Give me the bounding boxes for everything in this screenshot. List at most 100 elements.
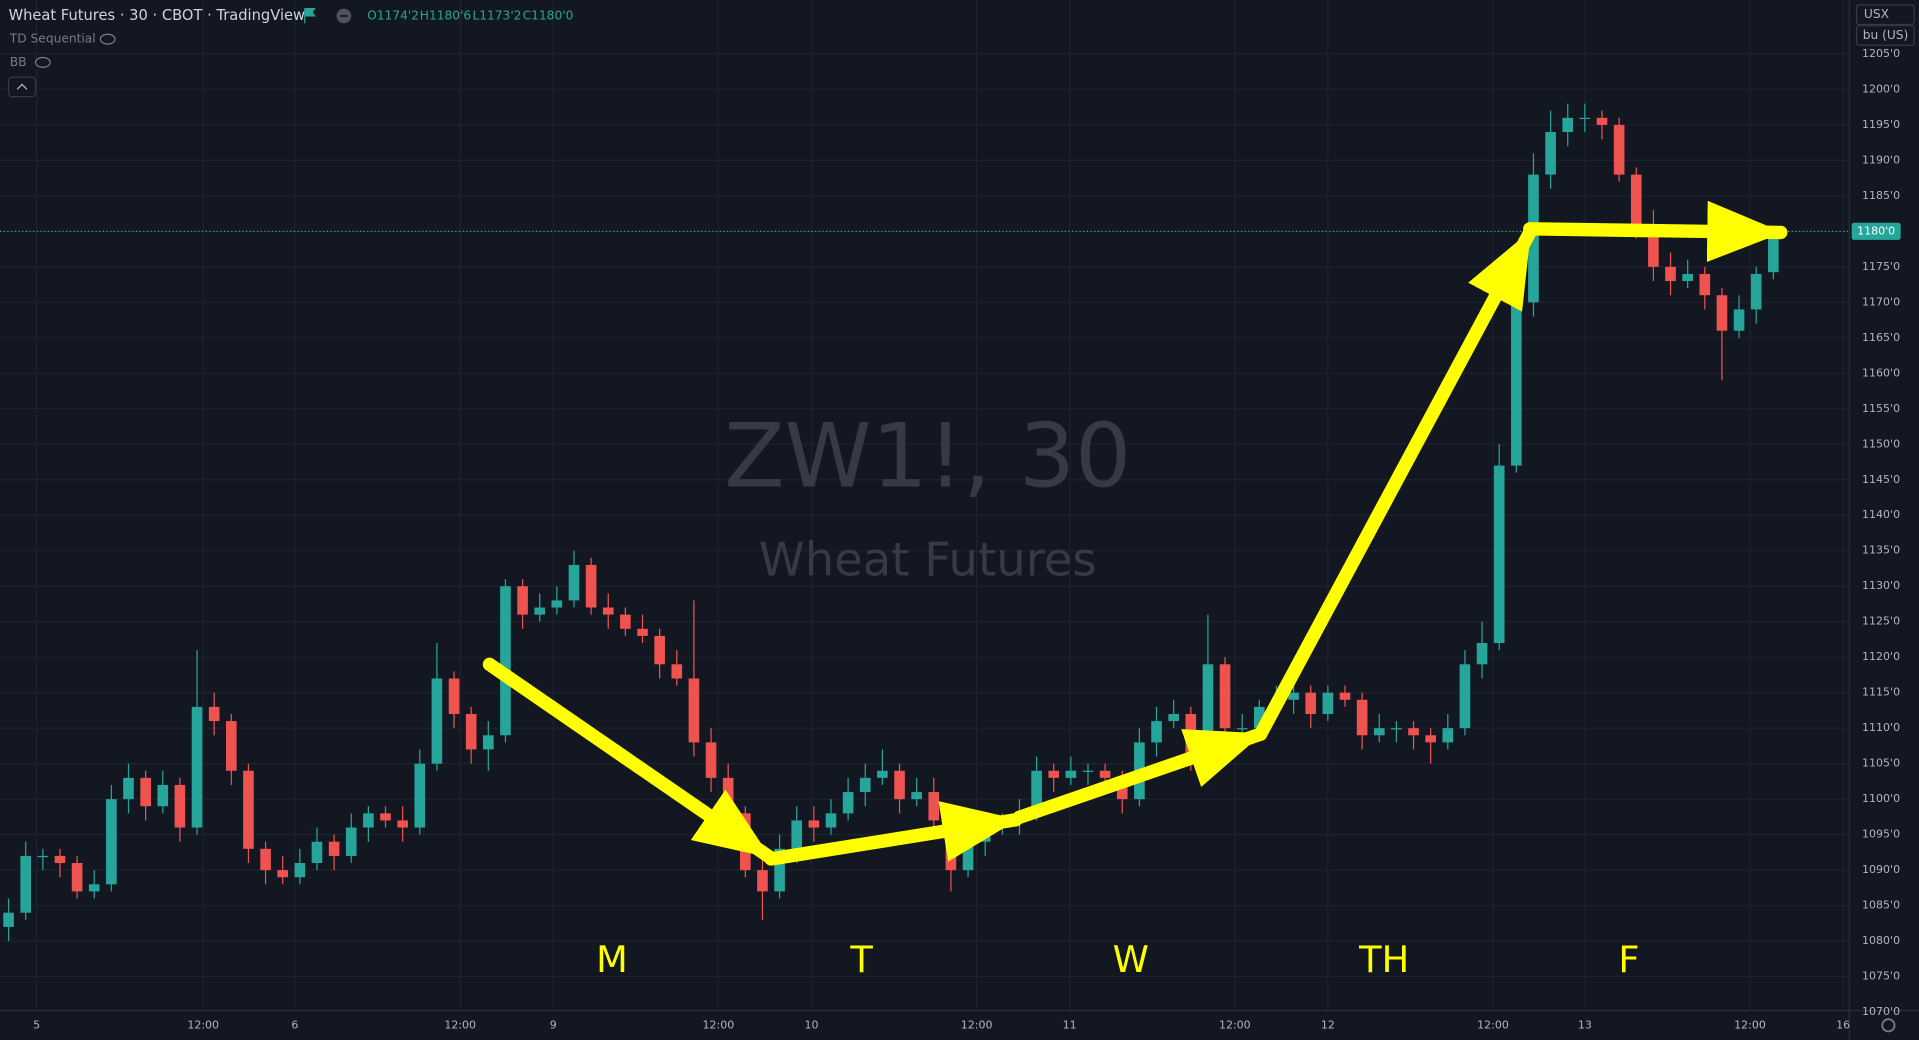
candle-body <box>328 841 340 856</box>
candle-body <box>88 884 100 892</box>
ohlc-open: O1174'2 <box>367 8 419 22</box>
candle-body <box>140 777 151 807</box>
candle-body <box>585 564 597 608</box>
candle-body <box>431 678 443 764</box>
candle-body <box>1322 692 1334 714</box>
currency-label: USX <box>1864 7 1889 21</box>
y-tick-label: 1105'0 <box>1862 757 1900 770</box>
candle-body <box>1562 117 1574 133</box>
time-axis <box>0 1010 1919 1040</box>
candle-body <box>637 628 648 636</box>
candle-body <box>1305 692 1317 714</box>
y-tick-label: 1130'0 <box>1862 579 1900 592</box>
candle-body <box>1596 117 1608 125</box>
x-tick-label: 6 <box>291 1018 298 1031</box>
y-tick-label: 1135'0 <box>1862 544 1900 557</box>
ohlc-low: L1173'2 <box>472 8 521 22</box>
settings-button[interactable] <box>1881 1018 1896 1033</box>
candle-body <box>20 855 32 913</box>
indicator[interactable]: TD Sequential <box>9 32 96 46</box>
y-tick-label: 1185'0 <box>1862 189 1900 202</box>
x-tick-label: 12:00 <box>1734 1018 1766 1031</box>
currency-button[interactable] <box>1855 4 1915 26</box>
candle-body <box>54 855 66 864</box>
day-annotation: T <box>849 938 873 981</box>
x-tick-label: 12:00 <box>1477 1018 1509 1031</box>
x-tick-label: 11 <box>1063 1018 1077 1031</box>
watermark-symbol: ZW1!, 30 <box>724 404 1131 507</box>
candle-body <box>911 792 922 800</box>
candle-body <box>894 770 905 800</box>
candle-body <box>225 721 237 771</box>
candle-body <box>71 863 83 892</box>
x-tick-label: 9 <box>550 1018 557 1031</box>
candle-body <box>380 813 391 821</box>
day-annotations: M T W TH F <box>596 938 1639 981</box>
x-tick-label: 12:00 <box>1219 1018 1251 1031</box>
y-tick-label: 1120'0 <box>1862 650 1900 663</box>
candle-body <box>1254 706 1265 729</box>
collapse-button[interactable] <box>7 76 37 98</box>
candle-body <box>1476 643 1488 665</box>
candle-body <box>1373 728 1385 736</box>
candle-body <box>157 784 169 807</box>
y-tick-label: 1110'0 <box>1862 721 1900 734</box>
candle-body <box>928 792 940 821</box>
candle-body <box>1391 728 1402 730</box>
candle-body <box>1545 132 1556 175</box>
candle-body <box>688 678 700 743</box>
candle-body <box>1082 770 1094 772</box>
candle-body <box>1682 273 1693 282</box>
x-tick-label: 10 <box>804 1018 818 1031</box>
visibility-icon[interactable] <box>34 56 51 68</box>
visibility-icon[interactable] <box>99 33 116 45</box>
candle-body <box>877 770 888 778</box>
y-tick-label: 1190'0 <box>1862 153 1900 166</box>
y-tick-label: 1200'0 <box>1862 82 1900 95</box>
candle-body <box>534 607 546 615</box>
y-tick-label: 1165'0 <box>1862 331 1900 344</box>
ohlc-close: C1180'0 <box>523 8 574 22</box>
y-tick-label: 1115'0 <box>1862 686 1900 699</box>
candle-body <box>1579 117 1591 120</box>
candle-body <box>620 614 631 629</box>
arrow <box>1012 727 1268 825</box>
candle-body <box>808 820 820 828</box>
candle-body <box>962 841 974 871</box>
indicator[interactable]: BB <box>10 55 27 69</box>
x-tick-label: 12:00 <box>703 1018 735 1031</box>
candle-body <box>1699 273 1711 296</box>
candle-body <box>448 678 460 714</box>
arrow <box>482 657 776 864</box>
candle-body <box>1459 664 1471 729</box>
candle-body <box>842 792 854 814</box>
candle-body <box>1236 728 1248 730</box>
y-tick-label: 1095'0 <box>1862 828 1900 841</box>
candle-body <box>705 742 717 778</box>
ohlc-high: H1180'6 <box>420 8 471 22</box>
candle-body <box>722 777 734 814</box>
candle-body <box>1339 692 1351 700</box>
candles <box>3 103 1779 942</box>
unit-button[interactable] <box>1855 25 1915 46</box>
candle-body <box>174 784 186 828</box>
y-tick-label: 1075'0 <box>1862 970 1900 983</box>
candle-body <box>1425 735 1436 743</box>
candle-body <box>106 799 117 885</box>
x-tick-label: 12:00 <box>444 1018 476 1031</box>
y-tick-label: 1145'0 <box>1862 473 1900 486</box>
y-tick-label: 1080'0 <box>1862 934 1900 947</box>
last-price-label: 1180'0 <box>1857 224 1895 237</box>
candle-body <box>825 813 837 828</box>
symbol-title[interactable]: Wheat Futures · 30 · CBOT · TradingView <box>9 7 306 24</box>
candle-body <box>568 564 580 601</box>
y-tick-label: 1100'0 <box>1862 792 1900 805</box>
candle-body <box>37 855 49 858</box>
day-annotation: W <box>1113 938 1149 981</box>
y-tick-label: 1195'0 <box>1862 118 1900 131</box>
flag-icon[interactable] <box>304 7 316 24</box>
y-tick-label: 1150'0 <box>1862 437 1900 450</box>
y-tick-label: 1175'0 <box>1862 260 1900 273</box>
x-tick-label: 12 <box>1321 1018 1335 1031</box>
